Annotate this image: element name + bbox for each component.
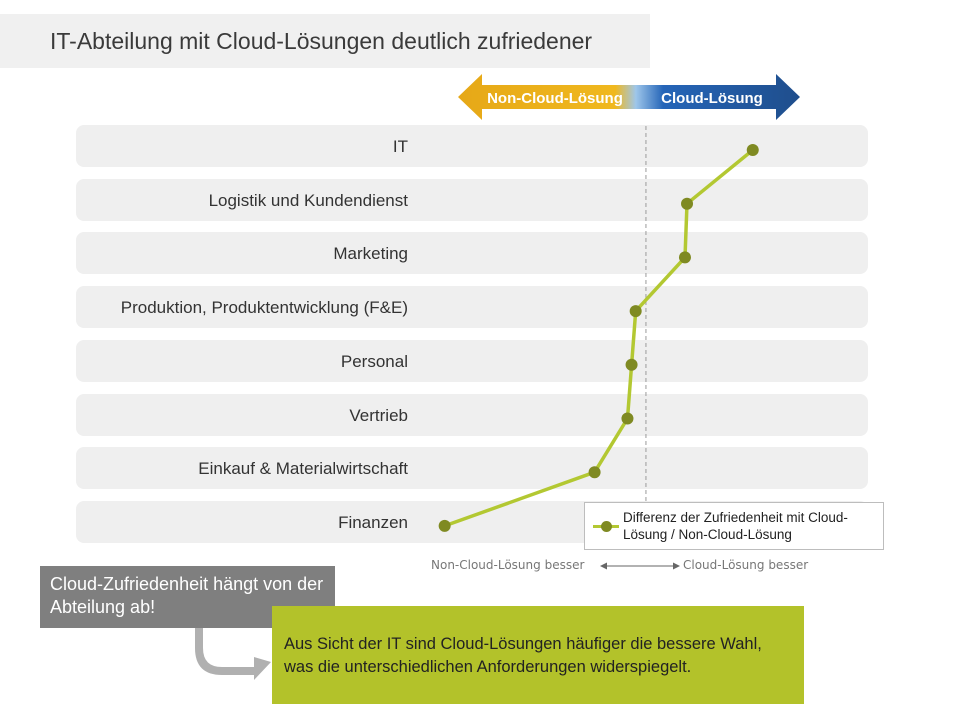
category-label: Vertrieb bbox=[349, 405, 408, 425]
data-point bbox=[621, 412, 634, 425]
data-point bbox=[625, 358, 638, 371]
data-point bbox=[678, 251, 691, 264]
data-point bbox=[629, 305, 642, 318]
axis-note-left: Non-Cloud-Lösung besser bbox=[431, 558, 585, 572]
page-title: IT-Abteilung mit Cloud-Lösungen deutlich… bbox=[50, 28, 593, 54]
chart-legend: Differenz der Zufriedenheit mit Cloud-Lö… bbox=[584, 502, 884, 550]
category-label: Finanzen bbox=[338, 512, 408, 532]
data-point bbox=[681, 197, 694, 210]
category-row-bg bbox=[76, 286, 868, 329]
data-point bbox=[588, 466, 601, 479]
category-row-bg bbox=[76, 447, 868, 490]
category-label: Personal bbox=[340, 351, 408, 371]
category-row-bg bbox=[76, 339, 868, 382]
callout-connector-arrow bbox=[195, 628, 271, 680]
legend-label: Differenz der Zufriedenheit mit Cloud-Lö… bbox=[623, 510, 848, 542]
category-row-bg bbox=[76, 178, 868, 221]
category-label: Marketing bbox=[333, 244, 408, 264]
data-point bbox=[746, 144, 759, 156]
axis-note-right: Cloud-Lösung besser bbox=[683, 558, 809, 572]
series-group bbox=[438, 144, 759, 532]
category-label: Logistik und Kundendienst bbox=[208, 190, 408, 210]
data-point bbox=[438, 519, 451, 532]
legend-marker-swatch bbox=[601, 521, 612, 532]
arrow-label-left: Non-Cloud-Lösung bbox=[487, 90, 623, 107]
category-row-bg bbox=[76, 393, 868, 436]
arrow-label-right: Cloud-Lösung bbox=[661, 90, 763, 107]
axis-note-arrowhead-right bbox=[673, 562, 680, 570]
category-row-bg bbox=[76, 232, 868, 275]
callout-green: Aus Sicht der IT sind Cloud-Lösungen häu… bbox=[272, 606, 804, 704]
axis-note-arrowhead-left bbox=[600, 562, 607, 570]
category-label: Einkauf & Materialwirtschaft bbox=[198, 459, 408, 479]
direction-arrow bbox=[458, 74, 800, 120]
category-label: IT bbox=[392, 137, 408, 156]
title-bar bbox=[0, 14, 650, 68]
series-line bbox=[444, 148, 754, 528]
category-row-bg bbox=[76, 125, 868, 167]
category-label: Produktion, Produktentwicklung (F&E) bbox=[120, 298, 408, 318]
